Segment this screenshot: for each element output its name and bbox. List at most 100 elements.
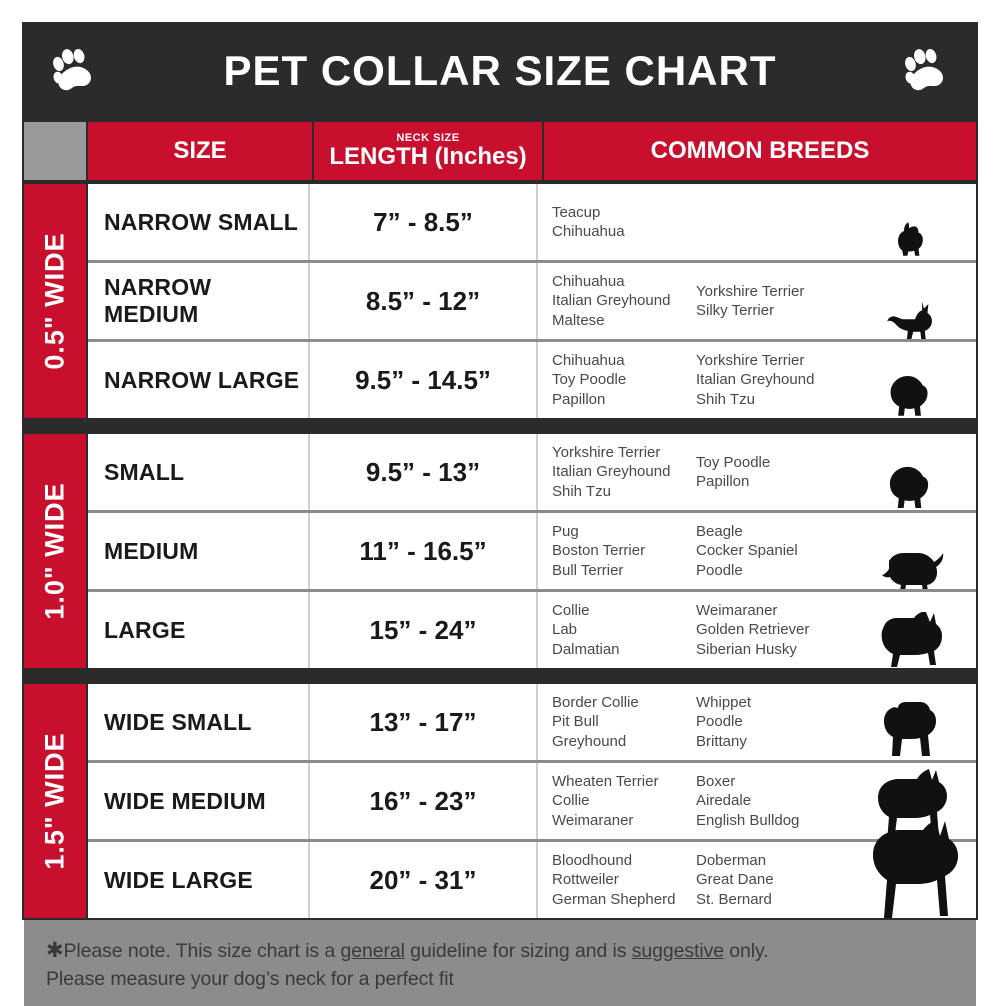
breed-name: Boston Terrier	[552, 542, 646, 560]
breeds-column-2: Yorkshire Terrier Italian Greyhound Shih T…	[696, 351, 846, 409]
footer-text-c: only.	[723, 940, 769, 962]
table-row[interactable]: WIDE MEDIUM 16” - 23” Wheaten Terrier Colli…	[88, 760, 976, 839]
cell-neck-length: 9.5” - 14.5”	[310, 342, 538, 418]
breed-name: German Shepherd	[552, 890, 676, 908]
group-width-rail: 1.5" WIDE	[24, 684, 86, 918]
table-row[interactable]: SMALL 9.5” - 13” Yorkshire Terrier Italian …	[88, 434, 976, 510]
breed-name: Weimaraner	[696, 602, 778, 620]
paw-print-icon	[53, 48, 91, 91]
cell-size-name: WIDE SMALL	[88, 684, 310, 760]
breed-name: Great Dane	[696, 871, 774, 889]
breed-name: Bloodhound	[552, 852, 633, 870]
breed-name: Border Collie	[552, 694, 639, 712]
breed-name: Boxer	[696, 773, 736, 791]
cell-size-name: MEDIUM	[88, 513, 310, 589]
table-row[interactable]: LARGE 15” - 24” Collie Lab Dalmatian Weimaran…	[88, 589, 976, 668]
breed-name: Whippet	[696, 694, 752, 712]
table-row[interactable]: WIDE LARGE 20” - 31” Bloodhound Rottweiler G…	[88, 820, 976, 918]
table-body: 0.5" WIDE NARROW SMALL 7” - 8.5” Teacup Chih…	[22, 182, 978, 920]
breeds-column-2: Beagle Cocker Spaniel Poodle	[696, 522, 846, 580]
breed-name: Weimaraner	[552, 811, 634, 829]
breed-name: Airedale	[696, 792, 752, 810]
breed-name: Italian Greyhound	[552, 463, 671, 481]
group-width-rail: 1.0" WIDE	[24, 434, 86, 668]
fluffy-toy-dog-silhouette-icon	[850, 342, 970, 418]
group-rows: NARROW SMALL 7” - 8.5” Teacup Chihuahua NARR…	[88, 184, 976, 418]
cell-common-breeds: Border Collie Pit Bull Greyhound Whippet Poo…	[538, 684, 976, 760]
breed-name: Toy Poodle	[696, 453, 771, 471]
group-rows: WIDE SMALL 13” - 17” Border Collie Pit Bull…	[88, 684, 976, 918]
breed-name: Pit Bull	[552, 713, 599, 731]
breed-name: Maltese	[552, 311, 605, 329]
table-row[interactable]: WIDE SMALL 13” - 17” Border Collie Pit Bull…	[88, 684, 976, 760]
cell-common-breeds: Pug Boston Terrier Bull Terrier Beagle Cocke…	[538, 513, 976, 589]
breed-name: Papillon	[696, 473, 750, 490]
breed-name: Doberman	[696, 852, 767, 870]
cell-common-breeds: Wheaten Terrier Collie Weimaraner Boxer Aire…	[538, 763, 976, 839]
header-size: SIZE	[88, 122, 312, 180]
cell-common-breeds: Bloodhound Rottweiler German Shepherd Dober…	[538, 820, 976, 918]
breed-name: Shih Tzu	[696, 390, 755, 408]
table-row[interactable]: NARROW SMALL 7” - 8.5” Teacup Chihuahua	[88, 184, 976, 260]
breeds-column-1: Border Collie Pit Bull Greyhound	[552, 693, 696, 751]
group-width-label: 1.5" WIDE	[39, 732, 70, 870]
breeds-column-1: Wheaten Terrier Collie Weimaraner	[552, 772, 696, 830]
header-length-label: LENGTH (Inches)	[329, 142, 527, 170]
cell-common-breeds: Yorkshire Terrier Italian Greyhound Shih T…	[538, 434, 976, 510]
table-row[interactable]: MEDIUM 11” - 16.5” Pug Boston Terrier Bull T…	[88, 510, 976, 589]
cell-neck-length: 8.5” - 12”	[310, 263, 538, 339]
cell-common-breeds: Chihuahua Italian Greyhound Maltese Yorkshi…	[538, 263, 976, 339]
header-corner-cell	[24, 122, 86, 180]
footer-underline-suggestive: suggestive	[631, 940, 724, 962]
cell-neck-length: 15” - 24”	[310, 592, 538, 668]
chart-title-bar: PET COLLAR SIZE CHART	[22, 22, 978, 120]
cell-size-name: NARROW LARGE	[88, 342, 310, 418]
cell-common-breeds: Chihuahua Toy Poodle Papillon Yorkshire Ter…	[538, 342, 976, 418]
breed-name: English Bulldog	[696, 811, 800, 829]
breed-name: Silky Terrier	[696, 302, 775, 319]
table-column-header: SIZE NECK SIZE LENGTH (Inches) COMMON BR…	[22, 120, 978, 182]
cell-neck-length: 11” - 16.5”	[310, 513, 538, 589]
cell-size-name: SMALL	[88, 434, 310, 510]
chihuahua-silhouette-icon	[850, 263, 970, 339]
cell-common-breeds: Teacup Chihuahua	[538, 184, 976, 260]
cell-neck-length: 9.5” - 13”	[310, 434, 538, 510]
breed-name: Collie	[552, 792, 590, 810]
breeds-column-2: Toy Poodle Papillon	[696, 453, 846, 491]
breeds-column-2: Doberman Great Dane St. Bernard	[696, 851, 846, 909]
fluffy-toy-dog-silhouette-icon	[850, 434, 970, 510]
breed-name: Chihuahua	[552, 273, 625, 291]
breed-name: Poodle	[696, 561, 743, 579]
breeds-column-2: Yorkshire Terrier Silky Terrier	[696, 282, 846, 320]
breed-name: Papillon	[552, 390, 606, 408]
pug-silhouette-icon	[850, 513, 970, 589]
footer-note: ✱Please note. This size chart is a gener…	[24, 920, 976, 1006]
footer-text-a: Please note. This size chart is a	[63, 940, 341, 962]
table-row[interactable]: NARROW MEDIUM 8.5” - 12” Chihuahua Italian …	[88, 260, 976, 339]
size-group: 1.0" WIDE SMALL 9.5” - 13” Yorkshire Terrie…	[22, 420, 978, 670]
group-rows: SMALL 9.5” - 13” Yorkshire Terrier Italian …	[88, 434, 976, 668]
breed-name: Lab	[552, 621, 578, 639]
breed-name: Brittany	[696, 732, 747, 750]
breed-name: Toy Poodle	[552, 371, 627, 389]
cell-size-name: WIDE LARGE	[88, 842, 310, 918]
pet-collar-size-chart: PET COLLAR SIZE CHART SIZE NECK SIZE LEN…	[22, 22, 978, 1006]
doberman-silhouette-icon	[850, 820, 970, 918]
size-group: 1.5" WIDE WIDE SMALL 13” - 17” Border Colli…	[22, 670, 978, 920]
cell-neck-length: 20” - 31”	[310, 842, 538, 918]
breed-name: Chihuahua	[552, 352, 625, 370]
header-size-label: SIZE	[173, 137, 227, 165]
cell-neck-length: 13” - 17”	[310, 684, 538, 760]
breeds-column-2: Whippet Poodle Brittany	[696, 693, 846, 751]
header-length: NECK SIZE LENGTH (Inches)	[314, 122, 542, 180]
breeds-column-2: Weimaraner Golden Retriever Siberian Husky	[696, 601, 846, 659]
cell-neck-length: 7” - 8.5”	[310, 184, 538, 260]
bulldog-silhouette-icon	[850, 684, 970, 760]
breed-name: Greyhound	[552, 732, 627, 750]
breed-name: Shih Tzu	[552, 482, 611, 500]
asterisk-icon: ✱	[46, 939, 64, 962]
table-row[interactable]: NARROW LARGE 9.5” - 14.5” Chihuahua Toy Poo…	[88, 339, 976, 418]
breed-name: Collie	[552, 602, 590, 620]
size-group: 0.5" WIDE NARROW SMALL 7” - 8.5” Teacup Chih…	[22, 182, 978, 420]
breeds-column-1: Chihuahua Italian Greyhound Maltese	[552, 272, 696, 330]
